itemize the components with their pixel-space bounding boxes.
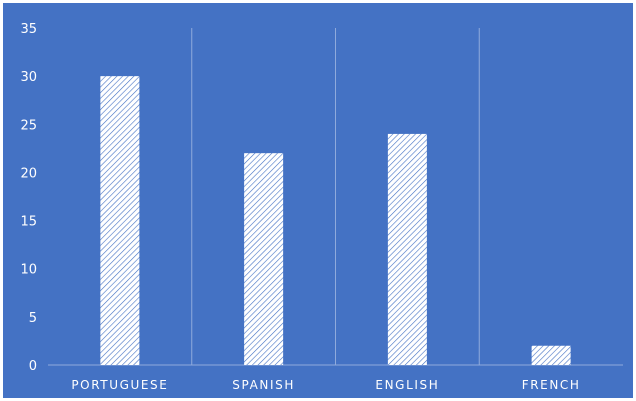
bar-french (531, 345, 571, 365)
x-tick-label: ENGLISH (375, 378, 439, 392)
y-axis: 0 5 10 15 20 25 30 35 (20, 22, 37, 374)
x-axis: PORTUGUESE SPANISH ENGLISH FRENCH (71, 378, 581, 392)
chart-area: 0 5 10 15 20 25 30 35 PORTUGUESE SPANISH ENGLISH F… (3, 3, 633, 398)
y-tick-label: 30 (20, 70, 37, 85)
y-tick-label: 35 (20, 22, 37, 37)
y-tick-label: 5 (29, 311, 37, 326)
bar-spanish (244, 153, 284, 365)
y-tick-label: 25 (20, 118, 37, 133)
x-tick-label: SPANISH (232, 378, 295, 392)
bar-english (387, 133, 427, 365)
x-tick-label: PORTUGUESE (71, 378, 168, 392)
y-tick-label: 15 (20, 215, 37, 230)
bar-layer (100, 76, 571, 366)
y-tick-label: 20 (20, 166, 37, 181)
y-tick-label: 10 (20, 263, 37, 278)
bar-portuguese (100, 76, 140, 366)
y-tick-label: 0 (29, 359, 37, 374)
grid-layer (48, 28, 623, 366)
bar-chart: 0 5 10 15 20 25 30 35 PORTUGUESE SPANISH ENGLISH F… (20, 22, 623, 392)
x-tick-label: FRENCH (522, 378, 581, 392)
